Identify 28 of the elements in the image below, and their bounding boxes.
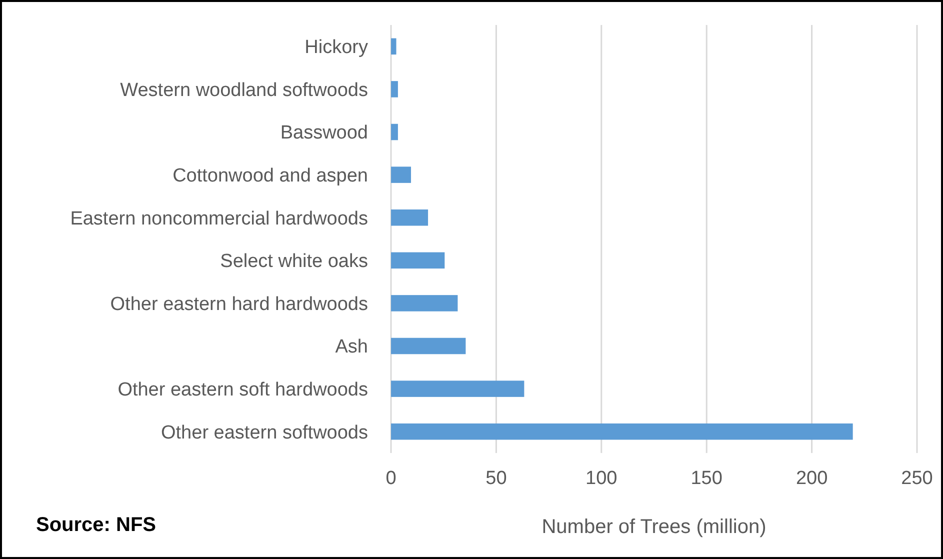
x-tick-label: 100 [586,468,618,489]
x-tick-label: 250 [901,468,933,489]
x-tick-label: 50 [486,468,507,489]
x-tick-label: 200 [796,468,828,489]
bar [391,295,458,312]
y-tick-label: Other eastern hard hardwoods [110,294,368,315]
bar [391,423,853,440]
y-tick-label: Basswood [280,122,368,144]
y-tick-label: Other eastern soft hardwoods [118,379,368,400]
y-tick-label: Ash [335,336,368,358]
y-tick-label: Cottonwood and aspen [172,165,368,186]
bar [391,38,396,55]
y-tick-label: Eastern noncommercial hardwoods [70,208,368,230]
bar [391,252,445,269]
x-tick-label: 0 [386,468,396,489]
y-tick-label: Western woodland softwoods [120,80,368,101]
bar [391,338,466,354]
bar [391,124,398,140]
bar [391,81,398,98]
bar [391,380,524,397]
source-note: Source: NFS [36,514,156,536]
y-tick-label: Hickory [304,37,368,58]
bar [391,209,428,226]
bar [391,166,411,183]
x-tick-label: 150 [690,468,722,489]
y-tick-label: Select white oaks [220,251,368,272]
y-tick-label: Other eastern softwoods [161,422,368,444]
x-axis-title: Number of Trees (million) [542,516,766,538]
